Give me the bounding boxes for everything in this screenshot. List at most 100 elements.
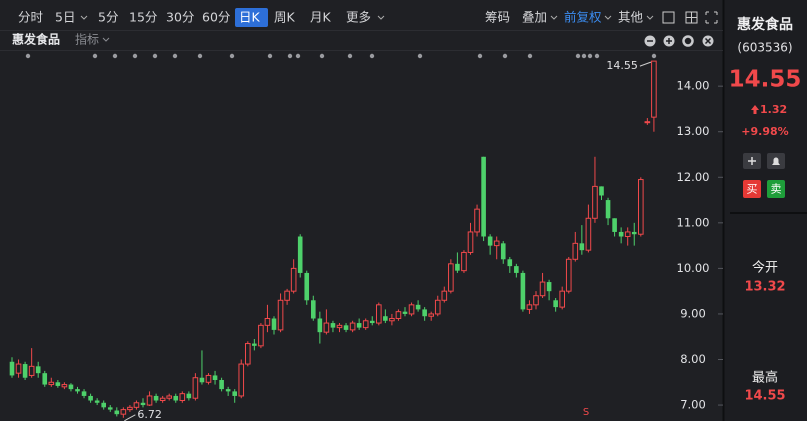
y-tick-label: 8.00 — [680, 352, 706, 366]
candle-body — [101, 402, 106, 408]
candle-body — [448, 263, 454, 292]
plot: 7.00 8.00 9.00 10.00 11.00 12.00 13.00 14.00 14.… — [9, 53, 723, 421]
buy-button[interactable] — [743, 180, 761, 198]
candle-body — [612, 218, 617, 232]
fullscreen-icon[interactable] — [705, 11, 718, 24]
candle-body — [599, 186, 604, 196]
candle-body — [297, 236, 303, 273]
tab[interactable]: 5分 — [98, 10, 118, 25]
stock-name: 惠发食品 — [737, 16, 793, 33]
event-dot — [527, 53, 533, 59]
tab[interactable]: 30分 — [166, 10, 194, 25]
candle-body — [140, 402, 146, 406]
candle-body — [514, 266, 519, 273]
candle-body — [349, 322, 356, 331]
event-dot — [575, 53, 581, 59]
candle-body — [15, 363, 22, 374]
sidebar: 惠发食品 (603536) 14.55 1.32 +9.98% 买 卖 今开 1… — [729, 16, 807, 404]
open-value: 13.32 — [744, 280, 785, 295]
candle-body — [120, 409, 127, 415]
candle-body — [461, 251, 467, 272]
candle-body — [330, 323, 336, 328]
candle-body — [35, 366, 41, 374]
candle-body — [539, 281, 546, 297]
candle-body — [232, 391, 237, 396]
candle-body — [500, 243, 506, 260]
tool-active[interactable]: 前复权 — [564, 10, 602, 25]
low-annotation: 6.72 — [137, 408, 162, 421]
candle-body — [631, 231, 637, 235]
candle-body — [94, 400, 100, 403]
candle-body — [88, 395, 93, 401]
candle-body — [376, 304, 382, 324]
open-label: 今开 — [752, 260, 778, 276]
event-dot — [25, 53, 31, 59]
candle-body — [258, 324, 264, 347]
candle-body — [624, 231, 631, 237]
up-arrow — [751, 105, 759, 114]
active-tab-bg — [235, 8, 268, 27]
candle-body — [219, 380, 224, 390]
event-dot — [587, 53, 593, 59]
annotation-arrow — [124, 414, 136, 421]
candle-body — [290, 267, 297, 292]
settings-button[interactable] — [682, 35, 694, 47]
candle-body — [441, 290, 448, 301]
tab-active[interactable]: 日K — [239, 10, 261, 25]
candle-body — [356, 323, 362, 328]
candle-body — [336, 324, 343, 329]
candle-body — [48, 381, 55, 386]
high-label: 最高 — [752, 370, 778, 386]
candle-body — [81, 391, 87, 396]
tab[interactable]: 15分 — [129, 10, 157, 25]
price: 14.55 — [729, 67, 802, 93]
sell-button[interactable] — [767, 180, 785, 198]
event-dot — [132, 53, 138, 59]
toolbar: 分时 5日 5分 15分 30分 60分 日K 周K 月K 更多 筹码 叠加 前… — [18, 10, 718, 25]
candle-body — [75, 389, 80, 392]
tool[interactable]: 筹码 — [485, 10, 510, 25]
tab[interactable]: 5日 — [55, 10, 75, 25]
candle-body — [651, 60, 657, 118]
candle-body — [533, 295, 539, 306]
tab[interactable]: 更多 — [346, 10, 371, 25]
sell-label: 卖 — [771, 183, 782, 196]
candle-body — [389, 318, 395, 322]
event-dot — [581, 53, 587, 59]
grid-icon[interactable] — [662, 11, 675, 24]
candle-body — [317, 318, 323, 333]
tab[interactable]: 分时 — [18, 10, 44, 25]
caret — [80, 15, 88, 20]
caret — [646, 15, 654, 20]
candle-body — [618, 231, 624, 237]
candle-body — [481, 156, 486, 237]
event-dot — [369, 53, 375, 59]
icon-stroke — [704, 37, 712, 45]
candle-body — [565, 258, 572, 292]
tab[interactable]: 60分 — [202, 10, 230, 25]
layout-icon[interactable] — [685, 11, 698, 24]
candle-body — [434, 299, 441, 315]
event-dot — [172, 53, 178, 59]
buy-label: 买 — [747, 183, 758, 196]
tab[interactable]: 月K — [310, 10, 332, 25]
candle-body — [61, 384, 68, 388]
candle-body — [605, 200, 611, 219]
event-dot — [229, 53, 235, 59]
tool[interactable]: 其他 — [618, 10, 644, 25]
tool[interactable]: 叠加 — [522, 10, 547, 25]
caret — [604, 15, 612, 20]
candle-body — [592, 185, 598, 219]
candle-body — [323, 322, 330, 333]
candle-body — [487, 236, 493, 246]
candle-body — [559, 290, 566, 308]
tab[interactable]: 周K — [274, 10, 296, 25]
y-tick-label: 9.00 — [680, 306, 706, 320]
candle-body — [192, 377, 199, 399]
indicator-menu[interactable]: 指标 — [75, 32, 99, 47]
candle-body — [343, 325, 349, 330]
candle-body — [199, 377, 205, 383]
signal-marker: S — [583, 407, 589, 418]
candle-body — [553, 300, 558, 308]
